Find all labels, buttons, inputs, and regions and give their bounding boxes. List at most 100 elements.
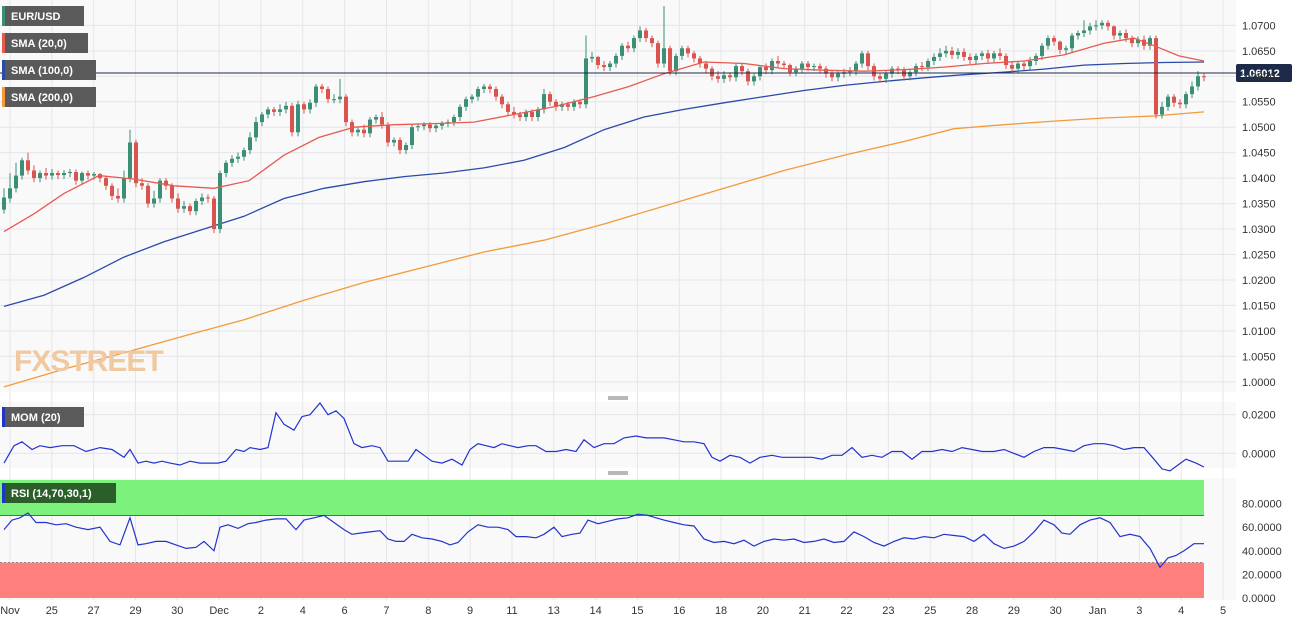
candle [308,99,312,114]
candle [32,165,36,183]
time-tick: 4 [1178,605,1184,617]
time-tick: 23 [882,605,894,617]
time-tick: Nov [0,605,20,617]
candle [284,101,288,114]
price-tick: 1.0050 [1242,351,1276,363]
candle [938,48,942,61]
candle [194,198,198,216]
candle [302,101,306,114]
candle [236,152,240,163]
candle [1028,56,1032,71]
candle [1040,43,1044,60]
candle [770,58,774,75]
mom-legend[interactable]: MOM (20) [2,407,84,427]
sma-200-legend[interactable]: SMA (200,0) [2,87,96,107]
mom-label: MOM (20) [11,412,61,424]
candle [614,53,618,68]
time-tick: 15 [631,605,643,617]
symbol-legend[interactable]: EUR/USD [2,6,84,26]
candle [620,43,624,60]
candle [230,155,234,167]
time-tick: 14 [589,605,601,617]
pane-resize-handle-1[interactable] [608,396,628,400]
candle [398,137,402,155]
time-tick: 29 [1008,605,1020,617]
candle [752,73,756,86]
candle [1082,20,1086,38]
candle [1004,53,1008,70]
candle [818,63,822,73]
candle [182,201,186,213]
candle [278,104,282,116]
candle [944,45,948,58]
time-tick: 27 [88,605,100,617]
candle [254,117,258,142]
candle [62,169,66,180]
candle [734,63,738,82]
candle [14,162,18,193]
candle [1022,60,1026,71]
price-tick: 1.0350 [1242,199,1276,211]
time-tick: 30 [1050,605,1062,617]
candle [116,188,120,203]
sma-100-legend[interactable]: SMA (100,0) [2,60,96,80]
price-tick: 1.0450 [1242,148,1276,160]
price-tick: 1.0100 [1242,326,1276,338]
candle [668,45,672,76]
sma-20-label: SMA (20,0) [11,38,67,50]
price-tick: 1.0150 [1242,300,1276,312]
sma-20-line [3,37,1205,233]
candle [74,169,78,185]
candle [650,35,654,48]
candle [146,183,150,208]
candle [920,62,924,72]
current-price-value: 1.06012 [1240,68,1280,80]
time-tick: 9 [467,605,473,617]
candle [524,109,528,122]
candle [602,60,606,72]
candle [176,193,180,213]
candle [890,66,894,78]
candle [956,48,960,59]
mom-tick: 0.0000 [1242,448,1276,460]
candle [296,100,300,137]
candle [122,170,126,203]
candle [332,94,336,104]
candle [596,55,600,70]
candle [950,46,954,59]
candle [392,137,396,147]
candle [50,168,54,180]
candle [356,127,360,137]
candle [728,72,732,82]
candle [590,51,594,63]
candle [128,129,132,183]
candle [800,60,804,73]
sma100-path [3,61,1205,308]
sma200-path [3,111,1205,388]
candle [1070,32,1074,53]
price-tick: 1.0400 [1242,173,1276,185]
rsi-legend[interactable]: RSI (14,70,30,1) [2,483,116,503]
candle [1172,94,1176,107]
mom-tick: 0.0200 [1242,410,1276,422]
candle [638,26,642,43]
candle [662,6,666,68]
time-tick: 13 [548,605,560,617]
candle [1076,30,1080,40]
price-tick: 1.0000 [1242,377,1276,389]
sma-20-legend[interactable]: SMA (20,0) [2,33,88,53]
candle [104,175,108,190]
candle [272,106,276,116]
time-tick: 16 [673,605,685,617]
candle [878,73,882,83]
pane-resize-handle-2[interactable] [608,471,628,475]
candle [188,203,192,216]
candle [464,96,468,111]
candle [584,35,588,109]
candle [1118,30,1122,40]
candle [110,183,114,201]
candle [260,111,264,127]
candle [1148,35,1152,50]
candle [488,83,492,94]
